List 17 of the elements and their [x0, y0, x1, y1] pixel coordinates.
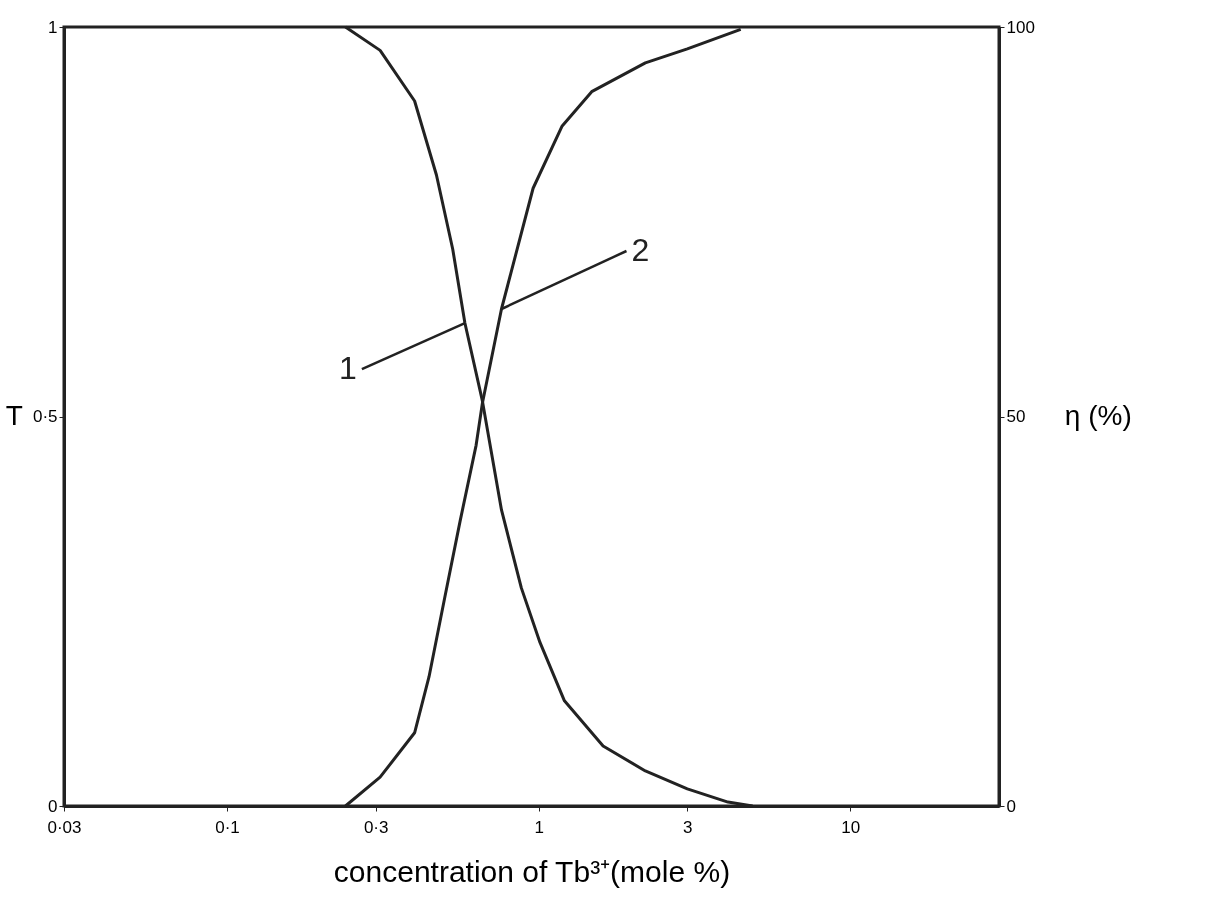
x-tick-label: 0·03: [47, 817, 82, 837]
y2-tick-label: 50: [1006, 407, 1026, 426]
annotation: 1: [339, 350, 357, 387]
x-tick-label: 1: [534, 817, 544, 837]
y-tick-label: 1: [48, 17, 58, 37]
x-tick-label: 0·1: [215, 817, 240, 837]
x-tick-label: 3: [683, 817, 693, 837]
annotation: 2: [631, 232, 650, 268]
x-tick-label: 0·3: [363, 817, 389, 837]
y2-tick-label: 100: [1006, 17, 1035, 37]
y-tick-label: 0·5: [32, 407, 58, 426]
y2-axis-title: η (%): [1064, 400, 1132, 431]
x-tick-label: 10: [841, 817, 861, 837]
x-axis-title: concentration of Tb³⁺(mole %): [333, 854, 731, 888]
y-axis-title: T: [5, 400, 23, 431]
y-tick-label: 0: [48, 796, 58, 816]
y2-tick-label: 0: [1006, 796, 1016, 816]
